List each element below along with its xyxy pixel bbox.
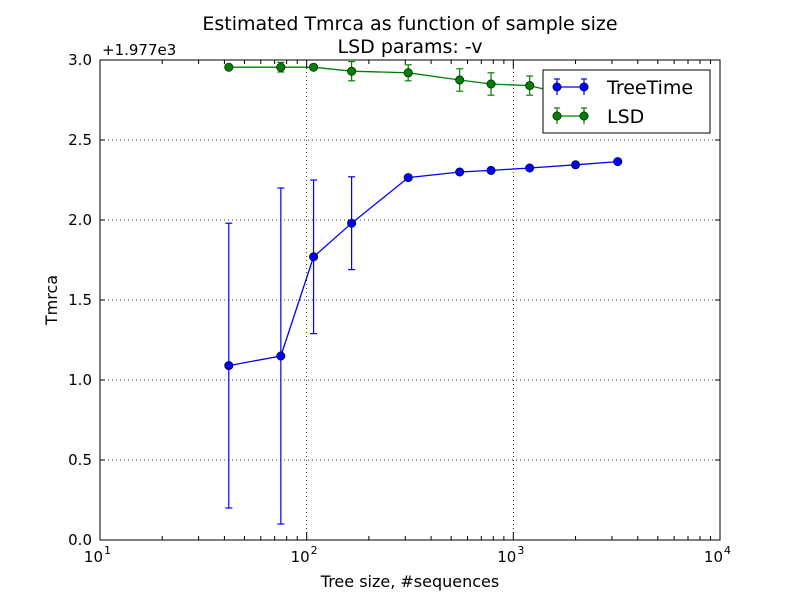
y-tick-label: 0.5 [68,451,92,469]
legend-box [542,69,711,134]
data-point [276,62,286,72]
x-tick-label-exponent: 2 [311,544,318,557]
legend-entry-treetime: TreeTime [552,77,693,99]
data-point [403,68,413,78]
data-point [309,62,319,72]
data-point [224,361,234,371]
x-tick-label-base: 10 [704,548,723,566]
legend-marker [552,82,562,92]
legend-marker [579,111,589,121]
series-line [228,160,618,367]
x-tick-label-exponent: 1 [104,544,111,557]
x-axis-label: Tree size, #sequences [320,572,499,591]
data-point [525,163,535,173]
grid-lines [100,60,720,540]
data-point [276,351,286,361]
y-tick-label: 2.0 [68,211,92,229]
chart-title: Estimated Tmrca as function of sample si… [202,13,617,35]
data-point [309,252,319,262]
y-tick-label: 1.0 [68,371,92,389]
data-point [347,218,357,228]
y-offset-text: +1.977e3 [102,41,176,59]
chart-subtitle: LSD params: -v [338,36,483,58]
y-tick-label: 0.0 [68,531,92,549]
y-tick-label: 3.0 [68,51,92,69]
x-tick-label-base: 10 [497,548,516,566]
data-point [613,157,623,167]
data-point [571,160,581,170]
series-treetime [224,157,623,525]
data-point [403,173,413,183]
data-point [224,62,234,72]
y-tick-label: 2.5 [68,131,92,149]
legend-marker [579,82,589,92]
y-axis-label: Tmrca [42,275,61,326]
legend-entry-lsd: LSD [552,106,644,128]
y-tick-label: 1.5 [68,291,92,309]
legend-label: LSD [607,106,644,128]
legend: TreeTime LSD [542,69,711,134]
data-point [486,165,496,175]
axis-ticks: 0.00.51.01.52.02.53.010 1 10 2 10 3 10 4 [68,51,731,566]
x-tick-label-exponent: 3 [517,544,524,557]
legend-marker [552,111,562,121]
data-point [486,79,496,89]
x-tick-label-base: 10 [291,548,310,566]
data-series [224,60,623,525]
x-tick-label-base: 10 [84,548,103,566]
data-point [455,75,465,85]
x-tick-label-exponent: 4 [724,544,731,557]
data-point [347,66,357,76]
data-point [525,81,535,91]
legend-label: TreeTime [606,77,693,99]
data-point [455,167,465,177]
